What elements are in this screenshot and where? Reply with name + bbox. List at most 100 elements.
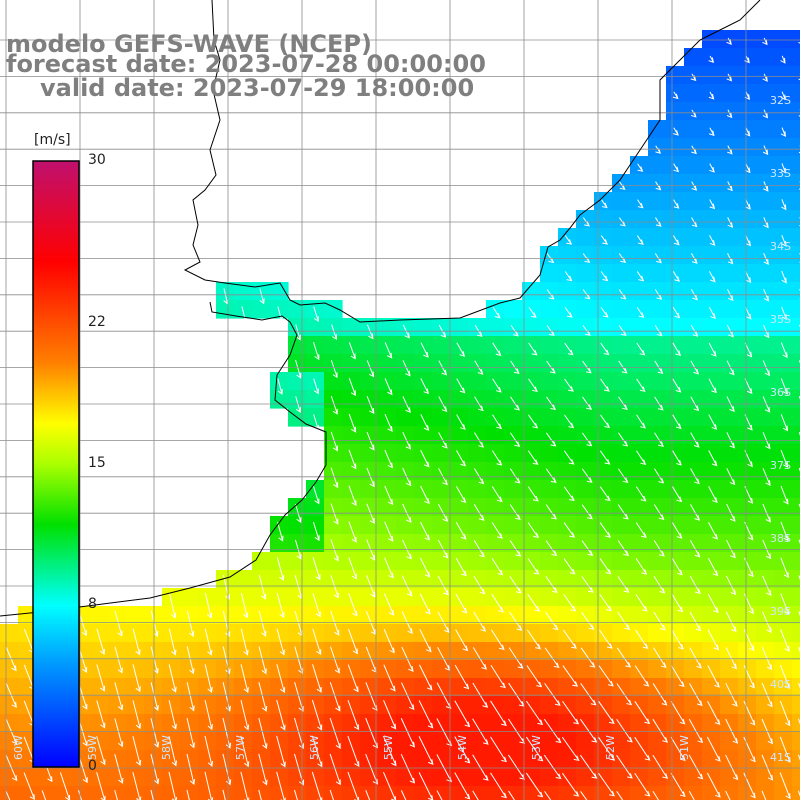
wind-speed-cell [702, 30, 721, 49]
wind-speed-cell [702, 66, 721, 85]
wind-speed-cell [432, 462, 451, 481]
wind-speed-cell [756, 408, 775, 427]
wind-speed-cell [648, 372, 667, 391]
wind-speed-cell [594, 282, 613, 301]
wind-speed-cell [450, 552, 469, 571]
wind-speed-cell [540, 462, 559, 481]
wind-speed-cell [450, 768, 469, 787]
wind-speed-cell [720, 408, 739, 427]
wind-speed-cell [576, 336, 595, 355]
wind-speed-cell [540, 444, 559, 463]
wind-speed-cell [90, 660, 109, 679]
wind-speed-cell [216, 642, 235, 661]
wind-speed-cell [234, 588, 253, 607]
wind-speed-cell [738, 30, 757, 49]
wind-speed-cell [468, 660, 487, 679]
wind-speed-cell [684, 588, 703, 607]
wind-speed-cell [432, 732, 451, 751]
wind-speed-cell [396, 318, 415, 337]
wind-speed-cell [576, 642, 595, 661]
wind-speed-cell [306, 768, 325, 787]
wind-speed-cell [468, 498, 487, 517]
wind-speed-cell [234, 606, 253, 625]
wind-speed-cell [630, 390, 649, 409]
wind-speed-cell [216, 588, 235, 607]
wind-speed-cell [342, 714, 361, 733]
wind-speed-cell [792, 264, 800, 283]
wind-speed-cell [720, 156, 739, 175]
wind-speed-cell [720, 426, 739, 445]
wind-speed-cell [414, 660, 433, 679]
wind-speed-cell [630, 210, 649, 229]
wind-speed-cell [540, 354, 559, 373]
wind-speed-cell [774, 696, 793, 715]
wind-speed-cell [450, 390, 469, 409]
wind-speed-cell [432, 390, 451, 409]
wind-speed-cell [738, 696, 757, 715]
colorbar-tick-label: 8 [88, 596, 97, 612]
wind-speed-cell [396, 444, 415, 463]
wind-speed-cell [450, 426, 469, 445]
colorbar [33, 161, 79, 767]
wind-speed-cell [504, 750, 523, 769]
wind-speed-cell [342, 696, 361, 715]
wind-speed-cell [756, 336, 775, 355]
wind-speed-cell [684, 606, 703, 625]
wind-speed-cell [792, 138, 800, 157]
wind-speed-cell [558, 768, 577, 787]
wind-speed-cell [792, 426, 800, 445]
wind-speed-cell [612, 372, 631, 391]
wind-speed-cell [252, 624, 271, 643]
wind-speed-cell [504, 606, 523, 625]
wind-speed-cell [522, 444, 541, 463]
wind-speed-cell [594, 786, 613, 800]
wind-speed-cell [522, 390, 541, 409]
wind-speed-cell [576, 444, 595, 463]
wind-speed-cell [648, 264, 667, 283]
wind-speed-cell [324, 336, 343, 355]
wind-speed-cell [414, 354, 433, 373]
wind-speed-cell [378, 390, 397, 409]
wind-speed-cell [288, 318, 307, 337]
wind-speed-cell [306, 408, 325, 427]
wind-speed-cell [666, 408, 685, 427]
wind-speed-cell [126, 786, 145, 800]
wind-speed-cell [144, 678, 163, 697]
latitude-label: 32S [770, 94, 791, 107]
wind-speed-cell [450, 660, 469, 679]
wind-speed-cell [702, 390, 721, 409]
wind-speed-cell [414, 624, 433, 643]
wind-speed-cell [450, 336, 469, 355]
wind-speed-cell [738, 318, 757, 337]
wind-speed-cell [504, 678, 523, 697]
wind-speed-cell [558, 282, 577, 301]
wind-speed-cell [144, 696, 163, 715]
wind-speed-cell [774, 282, 793, 301]
wind-speed-cell [792, 210, 800, 229]
wind-speed-cell [792, 372, 800, 391]
wind-speed-cell [432, 552, 451, 571]
wind-speed-cell [324, 660, 343, 679]
wind-speed-cell [684, 642, 703, 661]
wind-speed-cell [612, 390, 631, 409]
wind-speed-cell [738, 372, 757, 391]
wind-speed-cell [414, 462, 433, 481]
wind-speed-cell [342, 768, 361, 787]
wind-speed-cell [576, 210, 595, 229]
wind-speed-cell [702, 264, 721, 283]
wind-speed-cell [792, 228, 800, 247]
wind-speed-cell [756, 624, 775, 643]
wind-speed-cell [486, 336, 505, 355]
wind-speed-cell [630, 732, 649, 751]
wind-speed-cell [648, 696, 667, 715]
wind-speed-cell [576, 264, 595, 283]
wind-speed-cell [378, 336, 397, 355]
wind-speed-cell [126, 606, 145, 625]
wind-speed-cell [648, 192, 667, 211]
wind-speed-cell [342, 516, 361, 535]
wind-speed-cell [108, 678, 127, 697]
wind-speed-cell [234, 624, 253, 643]
wind-speed-cell [612, 462, 631, 481]
wind-speed-cell [666, 246, 685, 265]
wind-speed-cell [486, 678, 505, 697]
